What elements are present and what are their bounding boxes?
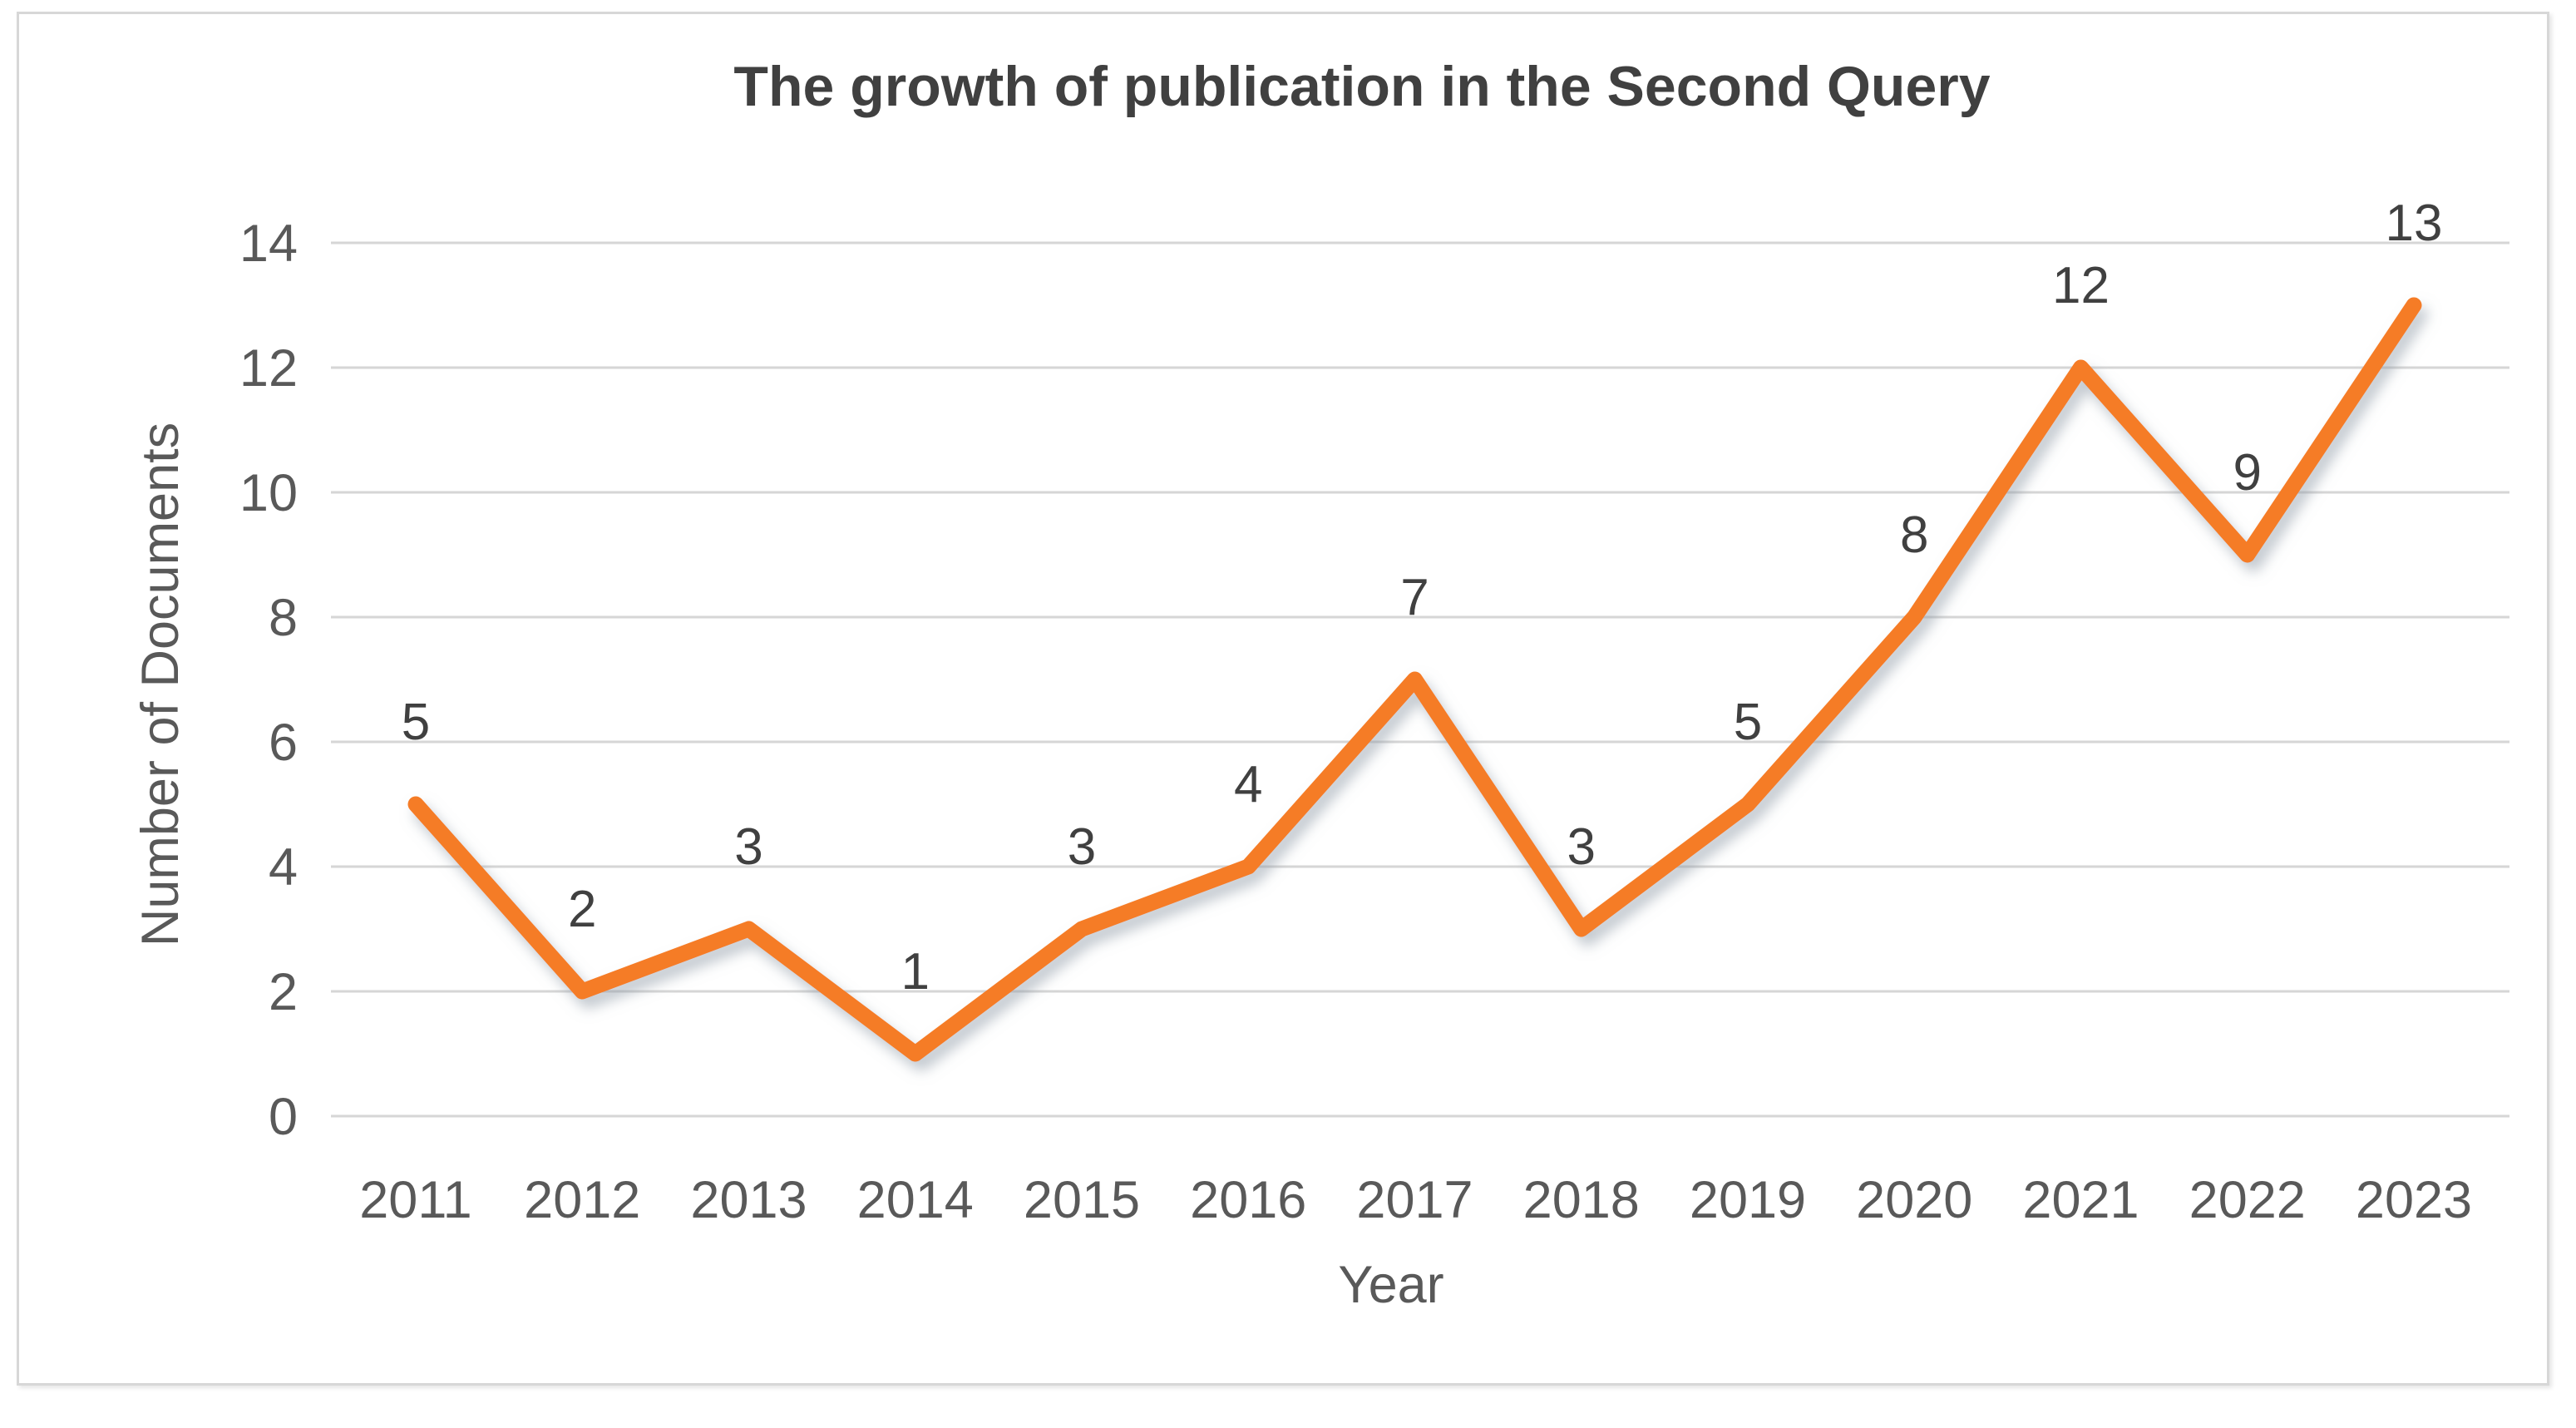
- data-label: 9: [2233, 444, 2262, 502]
- y-tick-label: 10: [239, 464, 298, 522]
- data-label: 5: [402, 694, 430, 751]
- y-tick-label: 12: [239, 339, 298, 398]
- x-tick-label: 2019: [1690, 1171, 1806, 1229]
- x-tick-label: 2017: [1356, 1171, 1473, 1229]
- x-tick-label: 2011: [359, 1171, 471, 1229]
- data-label: 8: [1900, 506, 1928, 564]
- x-tick-label: 2012: [524, 1171, 640, 1229]
- data-label: 7: [1400, 569, 1429, 626]
- data-label: 3: [734, 818, 762, 876]
- data-label: 3: [1068, 818, 1096, 876]
- x-tick-label: 2021: [2022, 1171, 2139, 1229]
- chart-title: The growth of publication in the Second …: [733, 55, 1991, 118]
- x-axis-title: Year: [1338, 1256, 1444, 1314]
- y-tick-label: 2: [269, 963, 298, 1021]
- x-tick-label: 2013: [690, 1171, 807, 1229]
- x-tick-label: 2015: [1024, 1171, 1140, 1229]
- series-line: [407, 297, 2422, 1062]
- y-tick-label: 14: [239, 215, 298, 273]
- data-label: 3: [1567, 818, 1596, 876]
- data-label: 13: [2386, 195, 2443, 252]
- x-tick-label: 2023: [2356, 1171, 2472, 1229]
- x-tick-label: 2018: [1523, 1171, 1640, 1229]
- x-tick-label: 2016: [1190, 1171, 1306, 1229]
- y-tick-label: 8: [269, 589, 298, 647]
- gridlines-group: [331, 241, 2509, 1118]
- data-label: 4: [1234, 756, 1262, 813]
- x-tick-label: 2014: [857, 1171, 974, 1229]
- data-label: 12: [2052, 257, 2110, 314]
- y-tick-label: 6: [269, 714, 298, 772]
- x-tick-label: 2022: [2189, 1171, 2306, 1229]
- x-tick-label: 2020: [1856, 1171, 1972, 1229]
- series-group: [407, 297, 2422, 1062]
- chart-frame: The growth of publication in the Second …: [17, 12, 2549, 1386]
- data-label: 2: [568, 881, 596, 938]
- data-label: 1: [901, 943, 930, 1001]
- y-tick-label: 0: [269, 1088, 298, 1146]
- y-tick-label: 4: [269, 838, 298, 897]
- data-label: 5: [1734, 694, 1762, 751]
